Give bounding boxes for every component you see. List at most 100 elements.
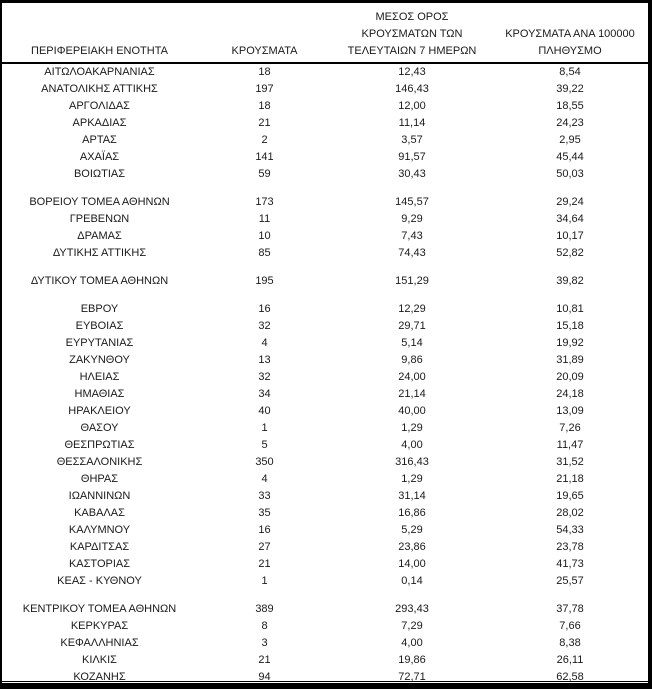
region-cell: ΑΝΑΤΟΛΙΚΗΣ ΑΤΤΙΚΗΣ (41, 83, 158, 95)
cases-cell: 1 (261, 575, 268, 587)
cases-cell: 4 (261, 337, 268, 349)
per100k-cell: 31,52 (556, 456, 584, 468)
avg7-cell: 146,43 (395, 83, 429, 95)
region-cell: ΚΕΑΣ - ΚΥΘΝΟΥ (57, 575, 142, 587)
region-cell: ΚΕΡΚΥΡΑΣ (70, 620, 129, 632)
per100k-cell: 11,47 (556, 439, 584, 451)
per100k-cell: 39,82 (556, 275, 584, 287)
table-row: ΗΜΑΘΙΑΣ 34 21,14 24,18 (2, 386, 648, 403)
region-cell: ΔΥΤΙΚΗΣ ΑΤΤΙΚΗΣ (52, 247, 147, 259)
table-row: ΗΛΕΙΑΣ 32 24,00 20,09 (2, 369, 648, 386)
cases-cell: 173 (255, 196, 274, 208)
header-avg7: ΜΕΣΟΣ ΟΡΟΣ ΚΡΟΥΣΜΑΤΩΝ ΤΩΝ ΤΕΛΕΥΤΑΙΩΝ 7 Η… (332, 3, 492, 63)
region-cell: ΕΥΒΟΙΑΣ (75, 320, 124, 332)
cases-cell: 32 (258, 320, 271, 332)
avg7-cell: 19,86 (398, 654, 426, 666)
cases-cell: 16 (258, 303, 271, 315)
per100k-cell: 62,58 (556, 671, 584, 683)
table-row: ΑΡΓΟΛΙΔΑΣ 18 12,00 18,55 (2, 98, 648, 115)
cases-cell: 4 (261, 473, 268, 485)
table-bottom-rule (2, 681, 648, 682)
table-row: ΚΑΛΥΜΝΟΥ 16 5,29 54,33 (2, 522, 648, 539)
avg7-cell: 9,86 (401, 354, 423, 366)
per100k-cell: 45,44 (556, 151, 584, 163)
avg7-cell: 3,57 (401, 134, 423, 146)
table-row: ΑΙΤΩΛΟΑΚΑΡΝΑΝΙΑΣ 18 12,43 8,54 (2, 63, 648, 81)
per100k-cell: 26,11 (556, 654, 584, 666)
table-row: ΚΕΝΤΡΙΚΟΥ ΤΟΜΕΑ ΑΘΗΝΩΝ 389 293,43 37,78 (2, 601, 648, 618)
cases-cell: 11 (258, 213, 271, 225)
table-row: ΔΡΑΜΑΣ 10 7,43 10,17 (2, 228, 648, 245)
region-cell: ΚΑΛΥΜΝΟΥ (68, 524, 131, 536)
per100k-cell: 28,02 (556, 507, 584, 519)
per100k-cell: 24,18 (556, 388, 584, 400)
region-cell: ΚΑΒΑΛΑΣ (74, 507, 125, 519)
avg7-cell: 7,43 (401, 230, 423, 242)
avg7-cell: 40,00 (398, 405, 426, 417)
avg7-cell: 4,00 (401, 439, 423, 451)
per100k-cell: 50,03 (556, 168, 584, 180)
avg7-cell: 74,43 (398, 247, 426, 259)
cases-cell: 141 (255, 151, 274, 163)
region-cell: ΑΙΤΩΛΟΑΚΑΡΝΑΝΙΑΣ (44, 66, 155, 78)
region-cell: ΚΕΦΑΛΛΗΝΙΑΣ (60, 637, 139, 649)
cases-cell: 34 (258, 388, 271, 400)
region-cell: ΑΡΤΑΣ (82, 134, 117, 146)
header-per100k: ΚΡΟΥΣΜΑΤΑ ΑΝΑ 100000 ΠΛΗΘΥΣΜΟ (492, 3, 648, 63)
region-cell: ΚΕΝΤΡΙΚΟΥ ΤΟΜΕΑ ΑΘΗΝΩΝ (22, 603, 177, 615)
spacer-cell (2, 290, 648, 301)
table-row: ΚΙΛΚΙΣ 21 19,86 26,11 (2, 652, 648, 669)
table-row: ΕΒΡΟΥ 16 12,29 10,81 (2, 301, 648, 318)
cases-cell: 35 (258, 507, 271, 519)
cases-cell: 8 (261, 620, 268, 632)
table-row: ΘΗΡΑΣ 4 1,29 21,18 (2, 471, 648, 488)
per100k-cell: 13,09 (556, 405, 584, 417)
per100k-cell: 24,23 (556, 117, 584, 129)
table-row: ΘΑΣΟΥ 1 1,29 7,26 (2, 420, 648, 437)
per100k-cell: 8,54 (559, 66, 581, 78)
cases-cell: 389 (255, 603, 274, 615)
table-row: ΚΕΦΑΛΛΗΝΙΑΣ 3 4,00 8,38 (2, 635, 648, 652)
avg7-cell: 151,29 (395, 275, 429, 287)
avg7-cell: 91,57 (398, 151, 426, 163)
header-avg7-line2: ΚΡΟΥΣΜΑΤΩΝ ΤΩΝ (361, 28, 463, 40)
per100k-cell: 39,22 (556, 83, 584, 95)
table-row: ΕΥΡΥΤΑΝΙΑΣ 4 5,14 19,92 (2, 335, 648, 352)
header-per100k-line1: ΚΡΟΥΣΜΑΤΑ ΑΝΑ 100000 (505, 28, 635, 40)
per100k-cell: 25,57 (556, 575, 584, 587)
table-row: ΚΑΣΤΟΡΙΑΣ 21 14,00 41,73 (2, 556, 648, 573)
table-row: ΒΟΙΩΤΙΑΣ 59 30,43 50,03 (2, 166, 648, 183)
avg7-cell: 72,71 (398, 671, 426, 683)
group-spacer-row (2, 262, 648, 273)
region-cell: ΔΥΤΙΚΟΥ ΤΟΜΕΑ ΑΘΗΝΩΝ (30, 275, 169, 287)
region-cell: ΘΕΣΣΑΛΟΝΙΚΗΣ (56, 456, 143, 468)
per100k-cell: 41,73 (556, 558, 584, 570)
cases-cell: 85 (258, 247, 271, 259)
per100k-cell: 20,09 (556, 371, 584, 383)
region-cell: ΖΑΚΥΝΘΟΥ (69, 354, 130, 366)
avg7-cell: 9,29 (401, 213, 423, 225)
cases-cell: 197 (255, 83, 274, 95)
region-cell: ΘΕΣΠΡΩΤΙΑΣ (64, 439, 135, 451)
cases-cell: 32 (258, 371, 271, 383)
region-cell: ΚΟΖΑΝΗΣ (73, 671, 126, 683)
avg7-cell: 4,00 (401, 637, 423, 649)
per100k-cell: 19,65 (556, 490, 584, 502)
group-spacer-row (2, 183, 648, 194)
region-cell: ΔΡΑΜΑΣ (77, 230, 122, 242)
table-row: ΚΑΒΑΛΑΣ 35 16,86 28,02 (2, 505, 648, 522)
per100k-cell: 18,55 (556, 100, 584, 112)
avg7-cell: 31,14 (398, 490, 426, 502)
avg7-cell: 12,00 (398, 100, 426, 112)
table-row: ΑΝΑΤΟΛΙΚΗΣ ΑΤΤΙΚΗΣ 197 146,43 39,22 (2, 81, 648, 98)
table-row: ΔΥΤΙΚΟΥ ΤΟΜΕΑ ΑΘΗΝΩΝ 195 151,29 39,82 (2, 273, 648, 290)
avg7-cell: 14,00 (398, 558, 426, 570)
avg7-cell: 145,57 (395, 196, 429, 208)
table-row: ΑΧΑΪΑΣ 141 91,57 45,44 (2, 149, 648, 166)
header-per100k-line2: ΠΛΗΘΥΣΜΟ (538, 45, 602, 57)
cases-cell: 27 (258, 541, 271, 553)
table-row: ΕΥΒΟΙΑΣ 32 29,71 15,18 (2, 318, 648, 335)
table-row: ΚΕΑΣ - ΚΥΘΝΟΥ 1 0,14 25,57 (2, 573, 648, 590)
cases-cell: 13 (258, 354, 271, 366)
cases-cell: 1 (261, 422, 268, 434)
